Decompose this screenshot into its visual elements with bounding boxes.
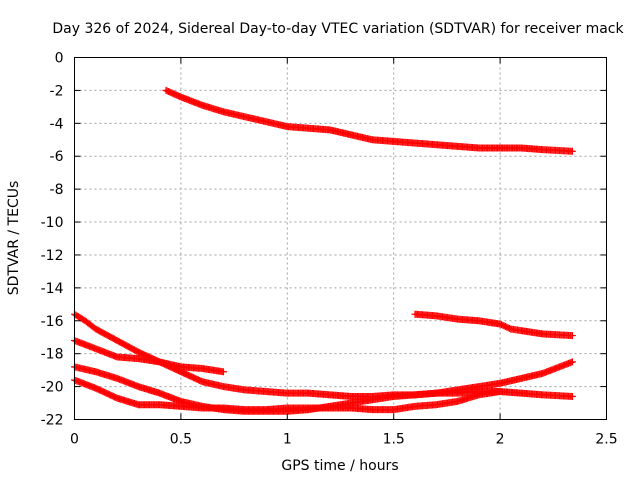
y-tick-label: -16	[41, 314, 64, 330]
y-tick-label: -12	[41, 248, 64, 264]
y-tick-label: -18	[41, 347, 64, 363]
y-tick-label: -14	[41, 281, 64, 297]
data-point	[496, 388, 504, 396]
y-axis-label: SDTVAR / TECUs	[6, 181, 22, 296]
y-tick-label: -6	[50, 149, 64, 165]
data-point	[568, 392, 576, 400]
plot-frame	[74, 57, 607, 420]
y-tick-label: -8	[50, 182, 64, 198]
data-point	[219, 368, 227, 376]
series-track-2	[411, 310, 576, 340]
y-tick-label: -20	[41, 380, 64, 396]
y-tick-label: -2	[50, 83, 64, 99]
axis-ticks	[74, 57, 607, 420]
series-track-1	[162, 86, 576, 155]
series-track-4	[71, 337, 227, 376]
data-point	[568, 332, 576, 340]
x-tick-label: 1	[283, 432, 292, 448]
data-marks	[71, 86, 576, 415]
x-axis-label: GPS time / hours	[281, 458, 398, 474]
grid	[74, 57, 607, 420]
y-tick-labels: 0 -2 -4 -6 -8 -10 -12 -14 -16 -18 -20 -22	[41, 51, 64, 429]
data-point	[568, 358, 576, 366]
series-track-6	[71, 376, 504, 414]
x-tick-label: 0.5	[170, 432, 192, 448]
x-tick-label: 2	[496, 432, 505, 448]
x-tick-labels: 0 0.5 1 1.5 2 2.5	[70, 432, 618, 448]
y-tick-label: -4	[50, 116, 64, 132]
chart-title: Day 326 of 2024, Sidereal Day-to-day VTE…	[52, 21, 624, 37]
y-tick-label: -10	[41, 215, 64, 231]
y-tick-label: -22	[41, 413, 64, 429]
x-tick-label: 1.5	[383, 432, 405, 448]
x-tick-label: 0	[70, 432, 79, 448]
y-tick-label: 0	[55, 51, 64, 67]
x-tick-label: 2.5	[595, 432, 617, 448]
data-point	[568, 147, 576, 155]
